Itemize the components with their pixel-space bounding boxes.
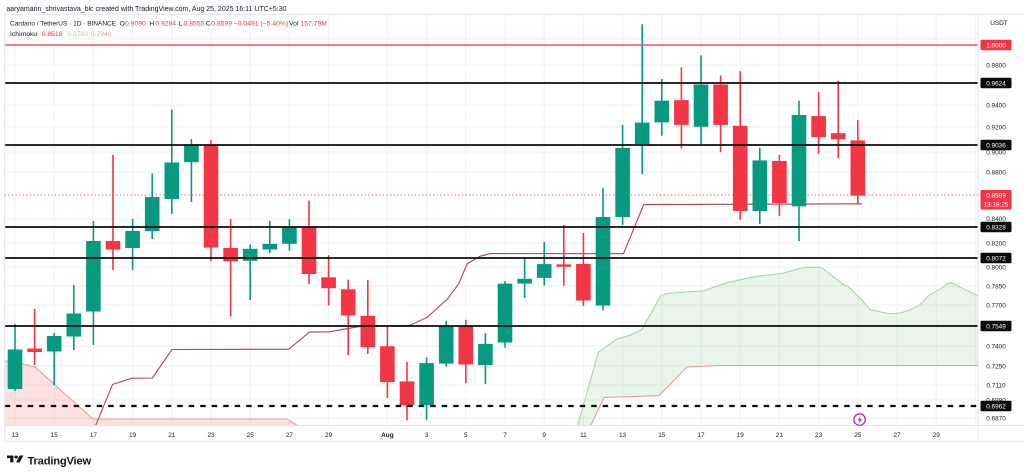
svg-text:H: H xyxy=(149,21,154,28)
svg-text:7: 7 xyxy=(503,432,507,439)
svg-text:0.7850: 0.7850 xyxy=(986,284,1006,291)
svg-text:0.6870: 0.6870 xyxy=(986,416,1006,423)
svg-text:0.9800: 0.9800 xyxy=(986,63,1006,70)
svg-text:0.8200: 0.8200 xyxy=(986,241,1006,248)
svg-text:29: 29 xyxy=(325,432,333,439)
svg-text:0.8518: 0.8518 xyxy=(42,31,63,38)
svg-text:5: 5 xyxy=(464,432,468,439)
svg-text:0.8072: 0.8072 xyxy=(986,256,1006,263)
svg-text:25: 25 xyxy=(854,432,862,439)
svg-text:29: 29 xyxy=(933,432,941,439)
svg-text:0.8000: 0.8000 xyxy=(986,265,1006,272)
svg-text:15: 15 xyxy=(51,432,59,439)
svg-text:0.7250: 0.7250 xyxy=(986,364,1006,371)
svg-text:C: C xyxy=(206,21,211,28)
svg-text:0.6962: 0.6962 xyxy=(986,404,1006,411)
svg-text:0.8599: 0.8599 xyxy=(211,21,232,28)
svg-text:13: 13 xyxy=(619,432,627,439)
svg-text:−0.0491 (−5.40%): −0.0491 (−5.40%) xyxy=(234,21,288,28)
svg-text:0.9400: 0.9400 xyxy=(986,103,1006,110)
svg-text:Aug: Aug xyxy=(381,432,394,439)
svg-text:0.8328: 0.8328 xyxy=(986,225,1006,232)
svg-text:11: 11 xyxy=(580,432,587,439)
svg-text:0.7549: 0.7549 xyxy=(986,324,1006,331)
svg-text:0.7700: 0.7700 xyxy=(986,303,1006,310)
svg-text:21: 21 xyxy=(776,432,784,439)
svg-text:L: L xyxy=(179,21,183,28)
svg-text:0.8599: 0.8599 xyxy=(986,193,1006,200)
svg-text:0.9284: 0.9284 xyxy=(155,21,176,28)
svg-text:0.9624: 0.9624 xyxy=(986,81,1006,88)
svg-text:27: 27 xyxy=(286,432,294,439)
svg-text:21: 21 xyxy=(168,432,176,439)
svg-text:27: 27 xyxy=(893,432,901,439)
svg-text:0.9000: 0.9000 xyxy=(986,150,1006,157)
svg-text:0.9036: 0.9036 xyxy=(986,143,1006,150)
svg-text:Vol: Vol xyxy=(289,21,299,28)
svg-text:aaryamann_shrivastava_blc crea: aaryamann_shrivastava_blc created with T… xyxy=(6,6,286,13)
svg-text:0.8555: 0.8555 xyxy=(184,21,205,28)
svg-text:3: 3 xyxy=(425,432,429,439)
svg-text:0.7940: 0.7940 xyxy=(91,31,112,38)
svg-text:25: 25 xyxy=(247,432,255,439)
svg-text:9: 9 xyxy=(542,432,546,439)
svg-text:0.9200: 0.9200 xyxy=(986,125,1006,132)
svg-text:Cardano / TetherUS · 1D · BINA: Cardano / TetherUS · 1D · BINANCE xyxy=(10,21,117,28)
svg-text:0.8400: 0.8400 xyxy=(986,216,1006,223)
svg-text:157.79M: 157.79M xyxy=(301,21,328,28)
svg-text:Ichimoku: Ichimoku xyxy=(10,31,37,38)
svg-text:19: 19 xyxy=(129,432,137,439)
svg-text:1.0000: 1.0000 xyxy=(986,43,1006,50)
svg-text:TradingView: TradingView xyxy=(28,456,92,468)
svg-text:0.8800: 0.8800 xyxy=(986,170,1006,177)
svg-text:O: O xyxy=(120,21,125,28)
svg-text:23: 23 xyxy=(207,432,215,439)
svg-text:13:18:25: 13:18:25 xyxy=(984,202,1009,209)
svg-text:0.7110: 0.7110 xyxy=(986,383,1006,390)
svg-text:19: 19 xyxy=(737,432,745,439)
svg-text:0.9090: 0.9090 xyxy=(125,21,146,28)
svg-text:17: 17 xyxy=(697,432,705,439)
svg-text:0.8783: 0.8783 xyxy=(67,31,88,38)
svg-text:13: 13 xyxy=(11,432,19,439)
svg-text:23: 23 xyxy=(815,432,823,439)
svg-text:0.7400: 0.7400 xyxy=(986,344,1006,351)
svg-text:USDT: USDT xyxy=(990,20,1007,27)
svg-text:17: 17 xyxy=(90,432,98,439)
svg-text:15: 15 xyxy=(658,432,666,439)
